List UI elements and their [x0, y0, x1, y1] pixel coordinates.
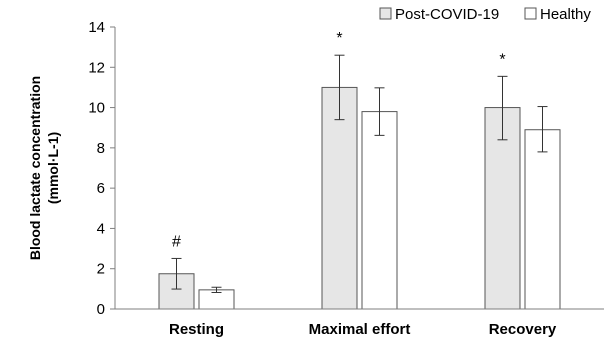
significance-markers: # * *: [172, 30, 506, 250]
y-tick-label: 0: [97, 301, 105, 318]
bar: [361, 111, 398, 310]
legend-swatch-post-covid: [379, 7, 392, 20]
y-tick-label: 2: [97, 261, 105, 278]
y-tick-label: 14: [88, 19, 105, 36]
bar: [524, 129, 561, 310]
y-tick-label: 10: [88, 100, 105, 117]
y-tick-label: 8: [97, 140, 105, 157]
significance-marker: *: [336, 30, 342, 47]
significance-marker: *: [499, 51, 505, 68]
y-axis-label-line1: Blood lactate concentration: [27, 76, 43, 260]
x-category-label: Recovery: [489, 321, 557, 338]
y-axis-label-line2: (mmol·L-1): [45, 132, 61, 204]
legend: Post-COVID-19 Healthy: [379, 6, 591, 23]
legend-label-post-covid: Post-COVID-19: [395, 6, 499, 23]
legend-label-healthy: Healthy: [540, 6, 591, 23]
significance-marker: #: [172, 233, 181, 250]
x-category-label: Resting: [169, 321, 224, 338]
error-bars: [171, 54, 548, 293]
bars: [158, 86, 561, 310]
x-axis: Resting Maximal effort Recovery: [115, 308, 604, 338]
y-tick-label: 12: [88, 59, 105, 76]
y-axis: 0 2 4 6 8 10 12 14: [88, 19, 116, 318]
legend-swatch-healthy: [524, 7, 537, 20]
y-tick-label: 6: [97, 180, 105, 197]
bar: [321, 86, 358, 310]
y-tick-label: 4: [97, 220, 105, 237]
x-category-label: Maximal effort: [309, 321, 411, 338]
